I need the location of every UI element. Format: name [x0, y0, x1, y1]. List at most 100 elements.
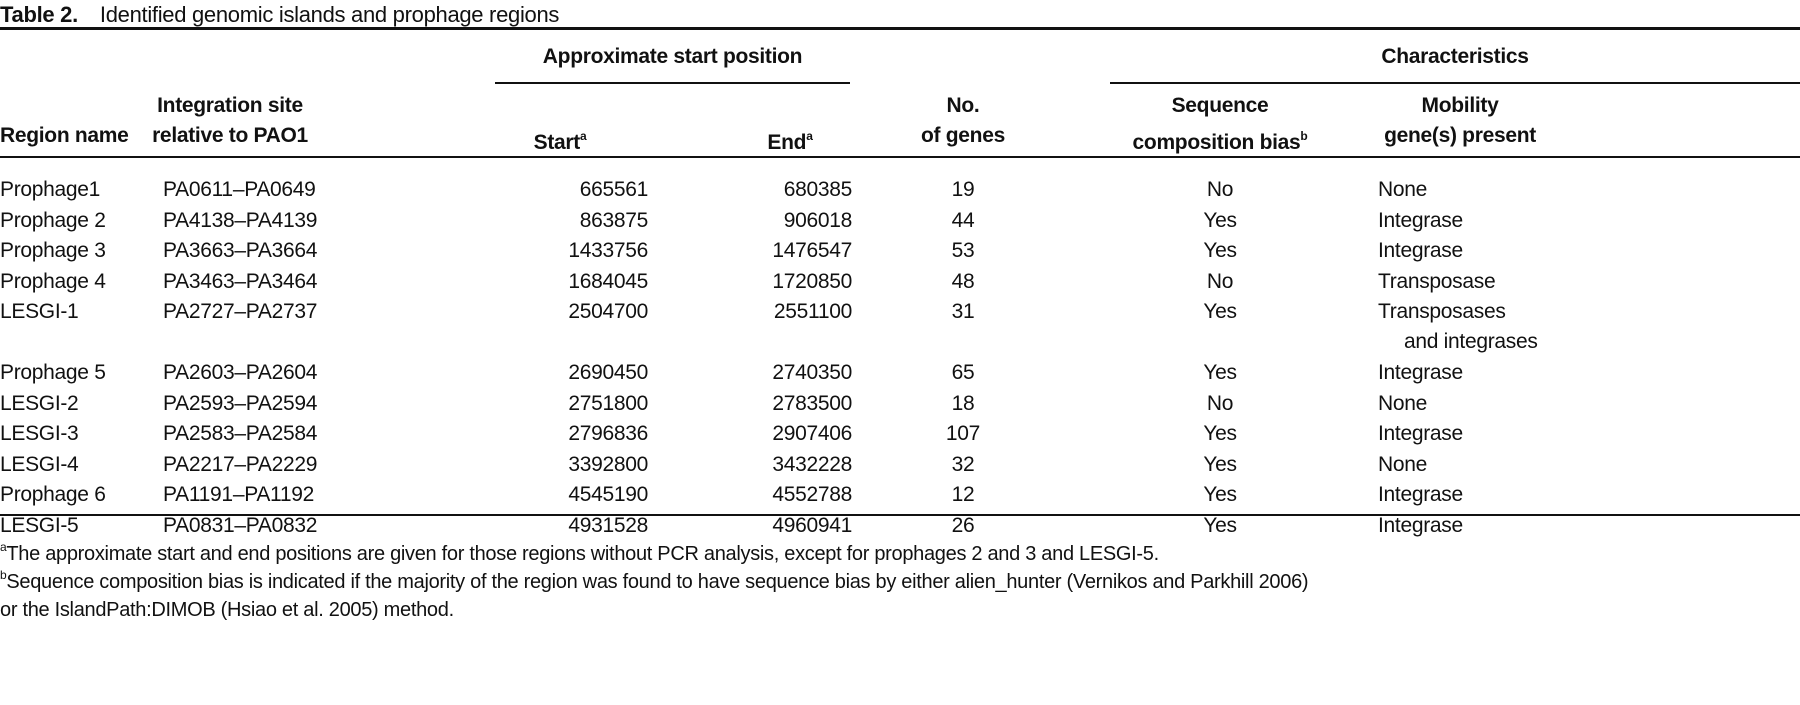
mobility-genes: None	[1378, 450, 1427, 480]
header-end-text: End	[767, 131, 807, 154]
end-position: 4552788	[772, 483, 852, 506]
header-start: Starta	[520, 121, 600, 158]
end-position: 2551100	[773, 300, 852, 323]
footnote-b-text: Sequence composition bias is indicated i…	[6, 571, 1309, 593]
region-name: LESGI-1	[0, 300, 79, 323]
table-row: LESGI-1 PA2727–PA2737 2504700 2551100 31 Yes T…	[0, 297, 1800, 353]
sequence-bias: No	[1206, 178, 1234, 201]
table-row: LESGI-3 PA2583–PA2584 2796836 2907406 107 Yes…	[0, 419, 1800, 449]
integration-site: PA2217–PA2229	[163, 452, 318, 476]
table-row: LESGI-4 PA2217–PA2229 3392800 3432228 32 Yes N…	[0, 450, 1800, 480]
integration-site: PA4138–PA4139	[163, 208, 318, 232]
footnote-a-text: The approximate start and end positions …	[6, 543, 1159, 565]
table-title: Table 2. Identified genomic islands and p…	[0, 2, 559, 28]
header-group-characteristics: Characteristics	[1381, 45, 1529, 68]
table-row: Prophage 5 PA2603–PA2604 2690450 2740350 65 Y…	[0, 358, 1800, 388]
header-end: Enda	[750, 121, 830, 158]
sequence-bias: Yes	[1203, 208, 1237, 232]
end-position: 2907406	[772, 422, 852, 445]
footnote-mark-a: a	[806, 129, 813, 143]
integration-site: PA3463–PA3464	[163, 269, 318, 293]
sequence-bias: Yes	[1203, 300, 1237, 323]
header-bias-text: composition bias	[1132, 131, 1301, 154]
start-position: 1684045	[568, 269, 648, 293]
start-position: 1433756	[568, 239, 648, 262]
mobility-text: Integrase	[1378, 513, 1463, 537]
table-label: Table 2.	[0, 2, 78, 27]
mobility-genes: None	[1378, 175, 1427, 205]
mobility-genes: None	[1378, 389, 1427, 419]
integration-site: PA0611–PA0649	[163, 178, 316, 201]
header-mobility: Mobility gene(s) present	[1370, 91, 1550, 151]
sequence-bias: Yes	[1203, 513, 1237, 537]
region-name: Prophage 6	[0, 483, 106, 506]
end-position: 2783500	[772, 391, 852, 415]
start-position: 2751800	[568, 391, 648, 415]
start-position: 2796836	[568, 422, 648, 445]
integration-site: PA1191–PA1192	[163, 483, 315, 506]
mobility-text: None	[1378, 178, 1428, 201]
table-caption: Identified genomic islands and prophage …	[99, 2, 560, 27]
footnote-a: aThe approximate start and end positions…	[0, 533, 1159, 568]
integration-site: PA2583–PA2584	[163, 422, 318, 445]
integration-site: PA2593–PA2594	[163, 391, 318, 415]
top-rule	[0, 27, 1800, 30]
mobility-text: Integrase	[1378, 361, 1463, 384]
start-position: 863875	[579, 208, 649, 232]
region-name: Prophage 2	[0, 208, 106, 232]
end-position: 1476547	[772, 239, 852, 262]
table-row: Prophage1 PA0611–PA0649 665561 680385 19 No No…	[0, 175, 1800, 205]
header-integration-line2: relative to PAO1	[152, 124, 308, 147]
table-row: Prophage 4 PA3463–PA3464 1684045 1720850 48 N…	[0, 267, 1800, 297]
table-row: LESGI-2 PA2593–PA2594 2751800 2783500 18 No No…	[0, 389, 1800, 419]
sequence-bias: Yes	[1203, 361, 1237, 384]
start-position: 4931528	[568, 513, 648, 537]
gene-count: 12	[951, 483, 975, 506]
gene-count: 44	[951, 208, 975, 232]
header-mobility-line2: gene(s) present	[1384, 124, 1536, 147]
gene-count: 18	[951, 391, 975, 415]
start-position: 2504700	[568, 300, 648, 323]
end-position: 906018	[783, 208, 853, 232]
mobility-text-line2: and integrases	[1404, 330, 1538, 353]
header-group-position: Approximate start position	[542, 45, 803, 68]
mobility-genes: Integrase	[1378, 236, 1463, 266]
gene-count: 31	[951, 300, 975, 323]
mobility-genes: Transposase	[1378, 267, 1496, 297]
gene-count: 19	[951, 178, 975, 201]
header-no-of-genes: No. of genes	[903, 91, 1023, 151]
mobility-genes: Integrase	[1378, 358, 1463, 388]
footnote-mark-b: b	[1300, 129, 1308, 143]
header-mobility-line1: Mobility	[1421, 94, 1499, 117]
mobility-text: Integrase	[1378, 208, 1463, 232]
mobility-genes: Integrase	[1378, 511, 1463, 541]
group-characteristics-rule	[1110, 82, 1800, 84]
end-position: 3432228	[772, 452, 852, 476]
end-position: 1720850	[772, 269, 852, 293]
mobility-text: Integrase	[1378, 422, 1463, 445]
header-bias-line1: Sequence	[1171, 94, 1269, 117]
bottom-rule	[0, 514, 1800, 516]
header-sequence-bias: Sequence composition biasb	[1110, 91, 1330, 158]
end-position: 680385	[783, 178, 853, 201]
footnote-b: bSequence composition bias is indicated …	[0, 561, 1309, 624]
region-name: LESGI-5	[0, 513, 79, 537]
mobility-text: Integrase	[1378, 239, 1463, 262]
header-start-text: Start	[533, 131, 581, 154]
integration-site: PA2727–PA2737	[163, 300, 318, 323]
header-region-name: Region name	[0, 124, 129, 147]
mobility-text: None	[1378, 391, 1428, 415]
sequence-bias: No	[1206, 269, 1234, 293]
end-position: 4960941	[772, 513, 852, 537]
table-row: Prophage 6 PA1191–PA1192 4545190 4552788 12 Y…	[0, 480, 1800, 510]
integration-site: PA0831–PA0832	[163, 513, 318, 537]
header-genes-line1: No.	[946, 94, 980, 117]
region-name: LESGI-3	[0, 422, 79, 445]
sequence-bias: Yes	[1203, 239, 1237, 262]
gene-count: 26	[951, 513, 975, 537]
footnote-mark-a: a	[579, 129, 587, 143]
start-position: 3392800	[568, 452, 648, 476]
sequence-bias: Yes	[1203, 452, 1237, 476]
group-position-rule	[495, 82, 850, 84]
table-row: Prophage 2 PA4138–PA4139 863875 906018 44 Yes…	[0, 206, 1800, 236]
